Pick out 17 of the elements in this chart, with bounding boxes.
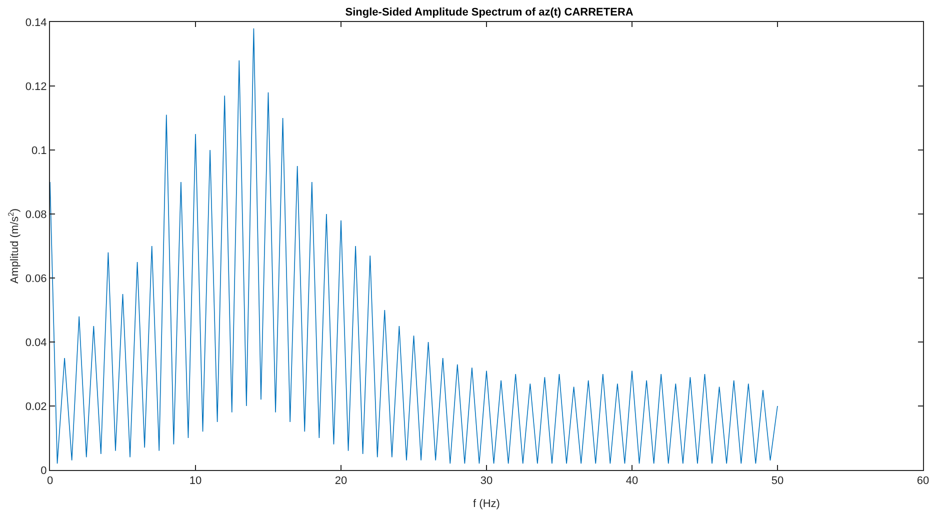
y-tick-label: 0.02: [25, 400, 47, 413]
x-tick-label: 60: [916, 475, 930, 488]
y-tick-label: 0.1: [32, 144, 47, 157]
x-tick-label: 20: [334, 475, 348, 488]
y-tick-label: 0.12: [25, 80, 47, 93]
chart-title: Single-Sided Amplitude Spectrum of az(t) CARRETERA: [345, 6, 634, 18]
x-axis-title: f (Hz): [473, 498, 500, 510]
y-tick-label: 0: [40, 464, 47, 477]
y-tick-label: 0.06: [25, 272, 47, 285]
x-tick-label: 30: [480, 475, 493, 488]
y-tick-label: 0.04: [25, 336, 47, 349]
y-tick-label: 0.14: [25, 16, 47, 29]
x-tick-label: 40: [626, 475, 638, 488]
line-series: [50, 28, 778, 464]
y-tick-label: 0.08: [25, 208, 47, 221]
x-tick-label: 50: [771, 475, 784, 488]
x-tick-label: 10: [189, 475, 202, 488]
